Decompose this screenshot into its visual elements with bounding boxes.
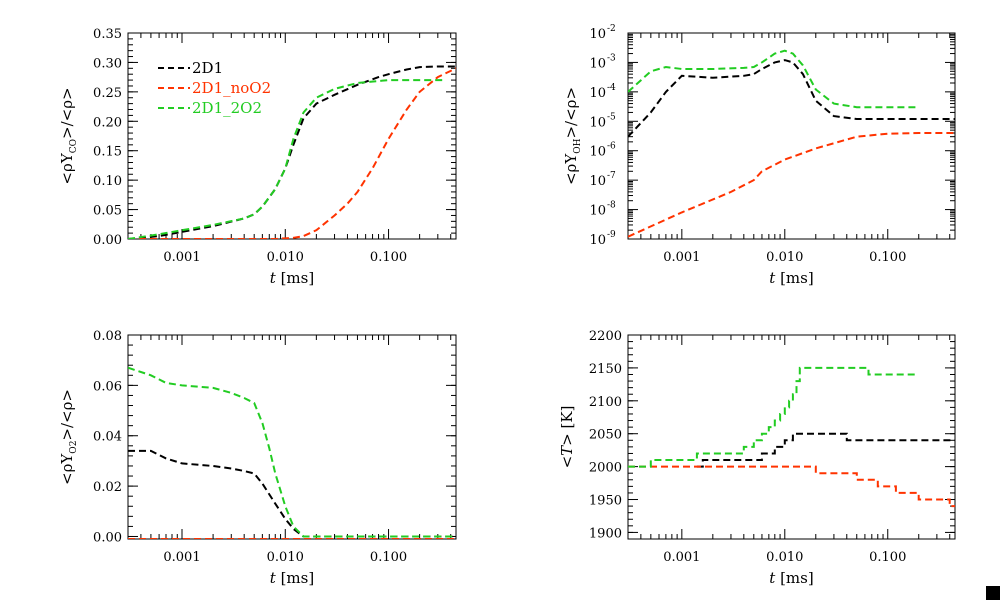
x-tick-label: 0.010 [267,550,304,565]
y-tick-label: 10 [589,86,606,101]
y-tick-label: 0.02 [93,480,122,495]
y-tick-exponent: -5 [607,112,616,122]
y-tick-exponent: -3 [607,53,616,63]
x-axis-label: t [ms] [270,569,314,587]
corner-marker [986,586,1000,600]
y-tick-exponent: -7 [607,171,616,181]
series-line-2d1-noo2 [128,67,456,239]
y-tick-label: 2000 [589,461,622,476]
series-line-2d1-2o2 [628,366,919,468]
x-tick-label: 0.001 [163,250,200,265]
y-tick-label: 0.10 [93,174,122,189]
legend-label-2d1: 2D1 [192,59,223,77]
y-tick-label: 2100 [589,395,622,410]
plot-frame [627,334,956,540]
x-tick-label: 0.010 [267,250,304,265]
y-tick-exponent: -9 [607,230,616,240]
series-line-2d1 [696,432,955,468]
y-tick-label: 1950 [589,494,622,509]
plot-frame [127,334,457,540]
x-tick-label: 0.001 [163,550,200,565]
y-tick-label: 0.00 [93,233,122,248]
y-axis-label: <ρYOH>/<ρ> [562,87,583,185]
x-tick-label: 0.010 [766,550,803,565]
y-tick-exponent: -8 [607,201,616,211]
y-tick-exponent: -6 [607,142,616,152]
y-tick-label: 10 [589,174,606,189]
series-line-2d1-2o2 [628,49,919,109]
series-line-2d1 [128,65,456,239]
y-tick-label: 0.15 [93,145,122,160]
y-axis-label: <T> [K] [558,406,576,469]
y-tick-label: 0.04 [93,430,122,445]
y-tick-label: 2150 [589,362,622,377]
y-axis-label: <ρYCO>/<ρ> [58,87,79,184]
plot-frame [627,32,956,240]
y-tick-label: 2200 [589,329,622,344]
y-tick-label: 10 [589,233,606,248]
series-line-2d1-noo2 [628,132,955,238]
panel-o2-mass-fraction: 0.001 0.010 0.100 0.00 0.02 0.04 0.06 0.08 t [ms… [58,329,457,587]
series-line-2d1-noo2 [628,465,955,508]
y-tick-label: 1900 [589,526,622,541]
y-tick-label: 0.05 [93,204,122,219]
y-tick-label: 10 [589,115,606,130]
x-axis-label: t [ms] [769,569,813,587]
x-axis-label: t [ms] [270,269,314,287]
x-tick-label: 0.001 [663,550,700,565]
panel-temperature: 0.001 0.010 0.100 1900 1950 2000 2050 2100 2150 2… [558,329,956,587]
legend-label-2d1-noo2: 2D1_noO2 [192,79,271,97]
series-line-2d1-2o2 [128,366,456,538]
x-tick-label: 0.001 [663,250,700,265]
x-tick-label: 0.100 [370,550,407,565]
y-tick-label: 0.25 [93,86,122,101]
y-tick-label: 0.35 [93,27,122,42]
x-tick-label: 0.100 [370,250,407,265]
y-tick-label: 0.06 [93,379,122,394]
y-tick-label: 10 [589,27,606,42]
panel-co-mass-fraction: 0.001 0.010 0.100 0.00 0.05 0.10 0.15 0.20 0.25 0… [58,27,457,287]
y-tick-label: 10 [589,204,606,219]
x-tick-label: 0.100 [869,550,906,565]
x-tick-label: 0.010 [766,250,803,265]
y-tick-label: 0.08 [93,329,122,344]
y-tick-exponent: -2 [607,24,616,34]
y-axis-label: <ρYO2>/<ρ> [58,389,79,485]
x-tick-label: 0.100 [869,250,906,265]
y-tick-exponent: -4 [607,83,616,93]
legend-label-2d1-2o2: 2D1_2O2 [192,99,262,117]
y-tick-label: 0.20 [93,115,122,130]
series-line-2d1-2o2 [128,79,445,239]
y-tick-label: 0.30 [93,56,122,71]
y-tick-label: 0.00 [93,530,122,545]
y-tick-label: 2050 [589,428,622,443]
series-line-2d1 [628,59,955,138]
x-axis-label: t [ms] [769,269,813,287]
y-tick-label: 10 [589,145,606,160]
plot-frame [127,32,457,240]
y-tick-label: 10 [589,56,606,71]
